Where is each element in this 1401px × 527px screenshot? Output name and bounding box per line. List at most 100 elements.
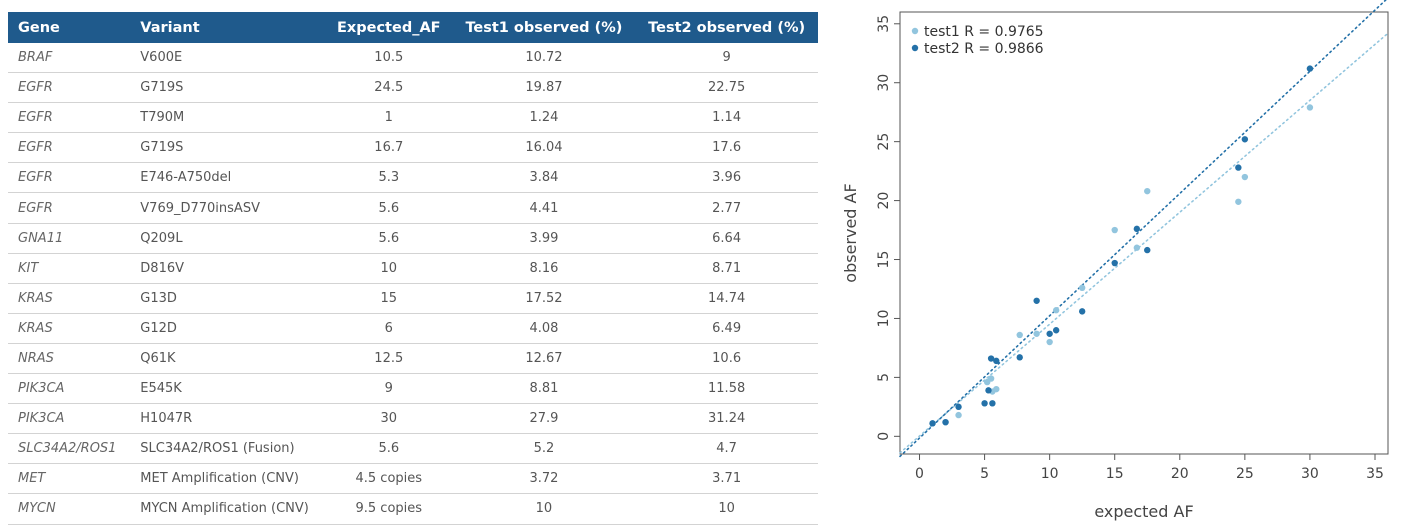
cell-test2: 31.24 (635, 403, 818, 435)
y-tick-label: 15 (876, 251, 892, 269)
table-row: KIT D816V 10 8.16 8.71 (8, 253, 818, 284)
x-tick-label: 30 (1301, 466, 1319, 482)
cell-expected-af: 6 (324, 313, 453, 344)
cell-test2: 6.64 (635, 223, 818, 254)
y-tick-label: 35 (876, 15, 892, 33)
cell-variant: Q209L (130, 223, 325, 254)
table-row: MYCN MYCN Amplification (CNV) 9.5 copies 10… (8, 493, 818, 525)
table-row: MET MET Amplification (CNV) 4.5 copies 3.72… (8, 463, 818, 495)
cell-gene: EGFR (8, 72, 131, 104)
series-1-point (993, 385, 1000, 393)
series-1-point (955, 411, 962, 419)
y-tick-label: 30 (876, 74, 892, 92)
series-1-point (1052, 307, 1060, 314)
cell-variant: E746-A750del (130, 162, 325, 194)
cell-test2: 10 (635, 493, 818, 525)
cell-expected-af: 5.6 (324, 433, 453, 465)
series-2-point (987, 355, 995, 362)
cell-test2: 8.71 (635, 253, 818, 284)
cell-variant: H1047R (130, 403, 325, 435)
x-tick-label: 20 (1171, 466, 1189, 482)
table-row: EGFR V769_D770insASV 5.6 4.41 2.77 (8, 192, 818, 224)
x-tick-label: 25 (1236, 466, 1254, 482)
cell-test2: 9 (635, 43, 818, 74)
plot-frame (899, 11, 1389, 455)
cell-gene: MET (8, 463, 131, 495)
cell-expected-af: 5.6 (324, 223, 453, 254)
af-table: Gene Variant Expected_AF Test1 observed … (8, 12, 818, 525)
series-2-point (1052, 327, 1060, 334)
cell-test2: 6.49 (635, 313, 818, 344)
header-test2: Test2 observed (%) (648, 19, 806, 36)
y-tick-label: 0 (876, 432, 892, 441)
series-1-point (1306, 104, 1314, 111)
series-1-point (1133, 244, 1141, 251)
series-1-point (1046, 338, 1053, 346)
table-row: SLC34A2/ROS1 SLC34A2/ROS1 (Fusion) 5.6 5.2 4… (8, 433, 818, 465)
header-gene: Gene (18, 19, 60, 36)
series-2-point (1241, 136, 1249, 143)
x-axis-ticks: 0 5 10 15 20 25 30 35 (915, 454, 1384, 482)
cell-expected-af: 10 (324, 253, 453, 284)
cell-variant: E545K (130, 373, 325, 405)
cell-gene: EGFR (8, 192, 131, 224)
cell-test1: 8.16 (452, 253, 636, 284)
cell-test1: 8.81 (452, 373, 636, 405)
legend-label-test2: test2 R = 0.9866 (924, 41, 1044, 57)
cell-test1: 10.72 (452, 43, 636, 74)
series-1-point (987, 375, 995, 382)
series-1-point (1144, 187, 1151, 195)
y-tick-label: 20 (876, 192, 892, 210)
series-2-point (993, 357, 1000, 365)
series-1-point (1033, 330, 1040, 337)
series-2-point (929, 420, 936, 427)
cell-expected-af: 4.5 copies (324, 463, 453, 495)
cell-variant: V600E (130, 43, 325, 74)
cell-test1: 1.24 (452, 102, 636, 134)
series-2-point (1016, 354, 1023, 361)
cell-expected-af: 15 (324, 283, 453, 314)
cell-gene: EGFR (8, 162, 131, 194)
cell-variant: D816V (130, 253, 325, 284)
fit-line-1 (899, 32, 1389, 454)
cell-test2: 3.96 (635, 162, 818, 194)
header-expected-af: Expected_AF (336, 19, 441, 36)
cell-test1: 12.67 (452, 343, 636, 375)
series-1-point (1078, 284, 1086, 292)
x-tick-label: 35 (1366, 466, 1384, 482)
header-variant: Variant (140, 19, 200, 36)
cell-expected-af: 5.3 (324, 162, 453, 194)
cell-variant: G12D (130, 313, 325, 344)
series-2-point (1078, 308, 1086, 315)
cell-expected-af: 10.5 (324, 43, 453, 74)
table-row: PIK3CA E545K 9 8.81 11.58 (8, 373, 818, 405)
x-tick-label: 10 (1041, 466, 1059, 482)
y-tick-label: 10 (876, 310, 892, 328)
cell-test1: 10 (452, 493, 636, 525)
cell-gene: BRAF (8, 43, 131, 74)
legend-label-test1: test1 R = 0.9765 (924, 24, 1044, 40)
cell-variant: G13D (130, 283, 325, 314)
cell-gene: KRAS (8, 283, 131, 314)
cell-test1: 17.52 (452, 283, 636, 314)
cell-gene: GNA11 (8, 223, 131, 254)
cell-variant: MYCN Amplification (CNV) (130, 493, 325, 525)
y-tick-label: 5 (876, 373, 892, 382)
chart-legend: test1 R = 0.9765 test2 R = 0.9866 (911, 24, 1044, 57)
table-body: BRAF V600E 10.5 10.72 9 EGFR G719S 24.5 19.87 22.… (8, 43, 818, 525)
series-2-point (1133, 225, 1141, 233)
cell-test2: 11.58 (635, 373, 818, 405)
x-tick-label: 0 (915, 466, 924, 482)
cell-test1: 3.99 (452, 223, 636, 254)
series-2-point (955, 403, 962, 411)
series-2-point (942, 418, 949, 426)
cell-gene: EGFR (8, 132, 131, 164)
series-2-point (1033, 297, 1040, 304)
table-header-row: Gene Variant Expected_AF Test1 observed … (8, 12, 818, 43)
series-2-point (989, 400, 996, 407)
cell-gene: KIT (8, 253, 131, 284)
fit-lines (899, 0, 1389, 458)
cell-test2: 1.14 (635, 102, 818, 134)
table-row: NRAS Q61K 12.5 12.67 10.6 (8, 343, 818, 375)
table-row: EGFR G719S 24.5 19.87 22.75 (8, 72, 818, 104)
